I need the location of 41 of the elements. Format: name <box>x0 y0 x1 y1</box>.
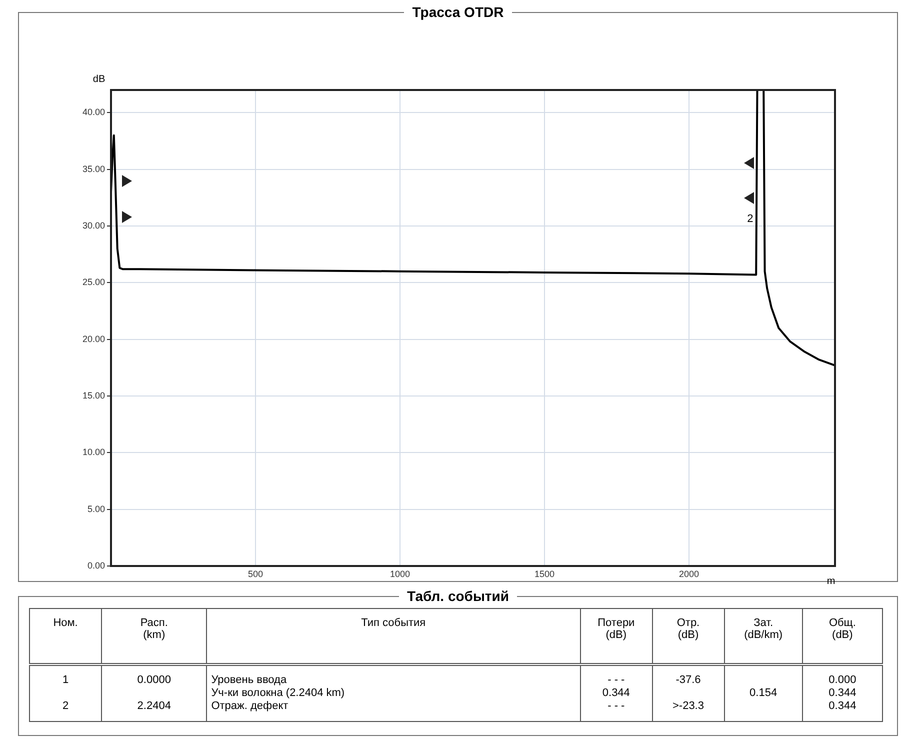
text: 0.154 <box>750 687 778 699</box>
category-label: Отр. (dB) <box>652 608 724 664</box>
text: 1 <box>62 674 69 686</box>
y-tick-label: 35.00 <box>82 164 105 174</box>
text: Уровень ввода <box>211 674 287 686</box>
chart-title: Трасса OTDR <box>411 4 505 20</box>
text: 0.0000 <box>137 674 171 686</box>
text: >-23.3 <box>672 700 704 712</box>
category-label: Общ. (dB) <box>802 608 882 664</box>
x-tick-label: 500 <box>248 568 264 579</box>
y-tick-label: 40.00 <box>82 107 105 118</box>
y-axis-title: dB <box>92 74 106 85</box>
x-tick-label: 1500 <box>534 568 555 579</box>
category-label: Расп. (km) <box>102 608 207 664</box>
y-tick-label: 15.00 <box>82 390 105 400</box>
text: 0.344 <box>602 687 630 699</box>
text: 0.344 <box>828 687 856 699</box>
text: 0.000 <box>828 674 856 686</box>
x-tick-label: 1000 <box>390 568 410 579</box>
text: 2 <box>62 700 69 712</box>
category-label: Зат. (dB/km) <box>724 608 802 664</box>
y-tick-label: 0.00 <box>87 560 105 570</box>
y-tick-label: 10.00 <box>82 447 105 458</box>
text: 2.2404 <box>137 700 171 712</box>
x-tick-label: 2000 <box>679 568 700 579</box>
text: -37.6 <box>676 674 701 686</box>
y-tick-label: 25.00 <box>82 277 105 288</box>
x-axis-title: m <box>826 576 836 587</box>
category-label: Ном. <box>30 608 102 664</box>
y-tick-label: 30.00 <box>82 220 105 230</box>
text: Отраж. дефект <box>211 700 288 712</box>
text: - - - <box>608 674 625 686</box>
annotation: 2 <box>747 213 754 226</box>
category-label: Тип события <box>206 608 580 664</box>
text: Табл. событий <box>406 588 510 604</box>
text: 0.344 <box>828 700 856 712</box>
text: Уч-ки волокна (2.2404 km) <box>211 687 345 699</box>
y-tick-label: 5.00 <box>87 504 105 514</box>
y-tick-label: 20.00 <box>82 334 105 344</box>
category-label: Потери (dB) <box>580 608 652 664</box>
text: - - - <box>608 700 625 712</box>
